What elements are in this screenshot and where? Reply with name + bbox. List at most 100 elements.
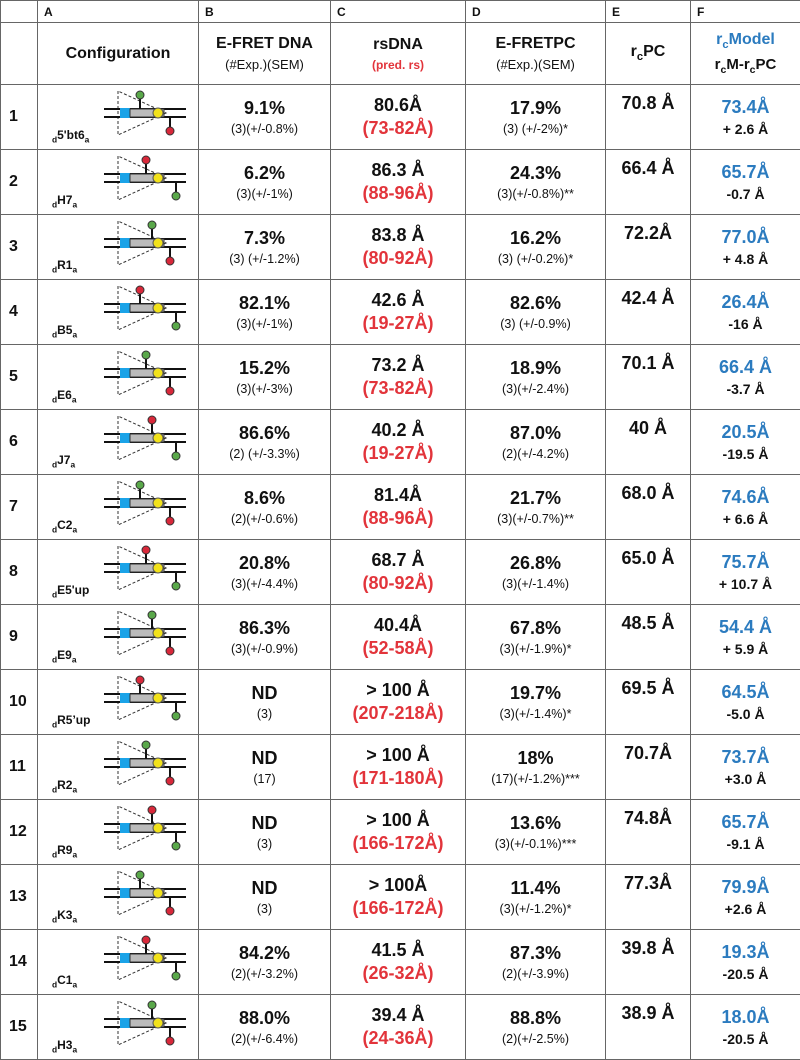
text-segment: R2 [57, 778, 72, 792]
row-number: 9 [1, 605, 38, 670]
text-segment: E6 [57, 388, 72, 402]
fret-value: 16.2% [466, 228, 605, 249]
configuration-label: dE5'up [52, 583, 89, 599]
rs-predicted: (88-96Å) [331, 183, 465, 204]
fret-sem: (3)(+/-0.1%)*** [466, 837, 605, 851]
rcpc-cell: 65.0 Å [606, 540, 691, 605]
column-letter: D [466, 1, 606, 23]
rs-value: 42.6 Å [331, 290, 465, 311]
fret-dna-cell: 86.6%(2) (+/-3.3%) [199, 410, 331, 475]
rcpc-cell: 39.8 Å [606, 930, 691, 995]
fret-sem: (2)(+/-6.4%) [199, 1032, 330, 1046]
text-segment: a [72, 654, 77, 664]
rs-value: > 100 Å [331, 810, 465, 831]
header-line: E-FRET DNA [199, 35, 330, 53]
model-difference: + 4.8 Å [691, 251, 800, 267]
fret-value: 87.3% [466, 943, 605, 964]
rsdna-cell: > 100 Å(171-180Å) [331, 735, 466, 800]
header-cell: Configuration [38, 23, 199, 85]
configuration-cell: dK3a [38, 865, 199, 930]
rcpc-value: 42.4 Å [606, 288, 690, 309]
configuration-diagram [100, 412, 190, 464]
configuration-label: dB5a [52, 323, 77, 339]
configuration-diagram [100, 867, 190, 919]
fret-value: 7.3% [199, 228, 330, 249]
rsdna-cell: 41.5 Å(26-32Å) [331, 930, 466, 995]
text-segment: a [72, 1044, 77, 1054]
model-difference: -9.1 Å [691, 836, 800, 852]
rcpc-cell: 38.9 Å [606, 995, 691, 1060]
model-cell: 73.4Å+ 2.6 Å [691, 85, 800, 150]
rsdna-cell: 73.2 Å(73-82Å) [331, 345, 466, 410]
model-value: 64.5Å [691, 682, 800, 703]
configuration-diagram [100, 282, 190, 334]
column-letter: C [331, 1, 466, 23]
row-number: 3 [1, 215, 38, 280]
fret-value: ND [199, 878, 330, 899]
rs-predicted: (207-218Å) [331, 703, 465, 724]
rsdna-cell: 68.7 Å(80-92Å) [331, 540, 466, 605]
column-letter: F [691, 1, 800, 23]
text-segment: a [72, 394, 77, 404]
fret-value: 21.7% [466, 488, 605, 509]
fret-dna-cell: 20.8%(3)(+/-4.4%) [199, 540, 331, 605]
configuration-cell: dE9a [38, 605, 199, 670]
row-number: 11 [1, 735, 38, 800]
configuration-cell: dJ7a [38, 410, 199, 475]
configuration-diagram [100, 217, 190, 269]
fret-sem: (3)(+/-0.8%)** [466, 187, 605, 201]
fret-pc-cell: 87.0%(2)(+/-4.2%) [466, 410, 606, 475]
fret-value: 20.8% [199, 553, 330, 574]
text-segment: H7 [57, 193, 72, 207]
model-value: 19.3Å [691, 942, 800, 963]
model-value: 65.7Å [691, 162, 800, 183]
configuration-cell: dH7a [38, 150, 199, 215]
rcpc-value: 66.4 Å [606, 158, 690, 179]
configuration-diagram [100, 802, 190, 854]
fret-value: 84.2% [199, 943, 330, 964]
rsdna-cell: > 100 Å(166-172Å) [331, 800, 466, 865]
text-segment: R9 [57, 843, 72, 857]
model-value: 75.7Å [691, 552, 800, 573]
rsdna-cell: 86.3 Å(88-96Å) [331, 150, 466, 215]
rcpc-cell: 70.8 Å [606, 85, 691, 150]
fret-value: ND [199, 748, 330, 769]
rs-predicted: (166-172Å) [331, 833, 465, 854]
fret-sem: (2)(+/-3.9%) [466, 967, 605, 981]
rsdna-cell: 39.4 Å(24-36Å) [331, 995, 466, 1060]
model-value: 79.9Å [691, 877, 800, 898]
rcpc-cell: 40 Å [606, 410, 691, 475]
header-line: E-FRETPC [466, 35, 605, 53]
model-cell: 66.4 Å-3.7 Å [691, 345, 800, 410]
rsdna-cell: 40.2 Å(19-27Å) [331, 410, 466, 475]
model-difference: -20.5 Å [691, 1031, 800, 1047]
rcpc-cell: 70.1 Å [606, 345, 691, 410]
header-line: Configuration [38, 45, 198, 63]
fret-pc-cell: 18%(17)(+/-1.2%)*** [466, 735, 606, 800]
text-segment: PC [756, 56, 777, 73]
column-letter: E [606, 1, 691, 23]
configuration-cell: dR2a [38, 735, 199, 800]
fret-dna-cell: 9.1%(3)(+/-0.8%) [199, 85, 331, 150]
fret-value: 18.9% [466, 358, 605, 379]
text-segment: PC [643, 43, 665, 60]
configuration-label: dR1a [52, 258, 77, 274]
row-number: 1 [1, 85, 38, 150]
model-value: 26.4Å [691, 292, 800, 313]
rcpc-cell: 70.7Å [606, 735, 691, 800]
fret-sem: (3)(+/-1.4%)* [466, 707, 605, 721]
fret-pc-cell: 87.3% (2)(+/-3.9%) [466, 930, 606, 995]
fret-value: 9.1% [199, 98, 330, 119]
fret-sem: (3)(+/-3%) [199, 382, 330, 396]
fret-sem: (3)(+/-1.9%)* [466, 642, 605, 656]
fret-dna-cell: 88.0%(2)(+/-6.4%) [199, 995, 331, 1060]
fret-sem: (3)(+/-1.2%)* [466, 902, 605, 916]
rcpc-value: 70.8 Å [606, 93, 690, 114]
row-number: 4 [1, 280, 38, 345]
rs-predicted: (80-92Å) [331, 248, 465, 269]
